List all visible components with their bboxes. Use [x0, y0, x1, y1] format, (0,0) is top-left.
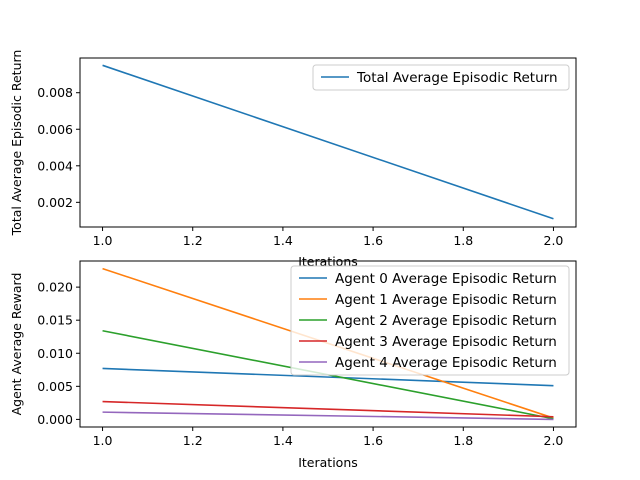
top-legend-label-0: Total Average Episodic Return — [356, 70, 558, 86]
bottom-legend-label-2: Agent 2 Average Episodic Return — [335, 313, 557, 329]
bottom-y-tick-label: 0.015 — [37, 313, 73, 328]
bottom-legend: Agent 0 Average Episodic Return Agent 1 A… — [290, 265, 570, 376]
top-x-tick-label: 1.8 — [453, 233, 473, 248]
bottom-legend-label-0: Agent 0 Average Episodic Return — [335, 271, 557, 287]
top-y-tick-label: 0.004 — [37, 158, 73, 173]
top-x-tick-label: 1.6 — [363, 233, 383, 248]
bottom-y-tick-label: 0.010 — [37, 346, 73, 361]
bottom-x-tick-label: 1.6 — [363, 433, 383, 448]
top-axes-frame — [79, 57, 577, 228]
top-y-tick-label: 0.008 — [37, 85, 73, 100]
bottom-series-line-0 — [102, 367, 554, 387]
bottom-legend-label-3: Agent 3 Average Episodic Return — [335, 334, 557, 350]
bottom-y-tick-label: 0.005 — [37, 379, 73, 394]
bottom-x-tick-label: 1.0 — [93, 433, 113, 448]
bottom-y-axis-label: Agent Average Reward — [9, 273, 24, 416]
bottom-legend-label-4: Agent 4 Average Episodic Return — [335, 355, 557, 371]
bottom-x-tick-label: 1.2 — [183, 433, 203, 448]
top-y-axis-label: Total Average Episodic Return — [9, 50, 24, 237]
top-x-tick-label: 1.2 — [183, 233, 203, 248]
bottom-x-tick-label: 1.4 — [273, 433, 293, 448]
bottom-x-tick-label: 1.8 — [453, 433, 473, 448]
top-legend-box — [312, 64, 570, 91]
bottom-legend-label-1: Agent 1 Average Episodic Return — [335, 292, 557, 308]
bottom-axes-frame — [79, 260, 577, 428]
top-series-line-0 — [102, 64, 554, 220]
bottom-y-axis: 0.000 0.005 0.010 0.015 0.020 — [37, 280, 80, 427]
bottom-x-axis: 1.0 1.2 1.4 1.6 1.8 2.0 — [93, 427, 564, 448]
bottom-series-line-3 — [102, 400, 554, 418]
top-chart: 1.0 1.2 1.4 1.6 1.8 2.0 0.0020.0040.0060.008 … — [9, 50, 577, 269]
bottom-x-axis-label: Iterations — [298, 455, 358, 470]
bottom-series-line-4 — [102, 411, 554, 421]
bottom-y-tick-label: 0.020 — [37, 280, 73, 295]
bottom-legend-box — [290, 265, 570, 376]
top-x-tick-label: 1.4 — [273, 233, 293, 248]
top-legend: Total Average Episodic Return — [312, 64, 570, 91]
bottom-y-tick-label: 0.000 — [37, 412, 73, 427]
top-y-tick-label: 0.006 — [37, 122, 73, 137]
top-y-tick-label: 0.002 — [37, 195, 73, 210]
top-x-tick-label: 2.0 — [544, 233, 564, 248]
top-x-tick-label: 1.0 — [93, 233, 113, 248]
bottom-x-tick-label: 2.0 — [544, 433, 564, 448]
top-plot-area — [102, 64, 554, 220]
top-x-axis: 1.0 1.2 1.4 1.6 1.8 2.0 — [93, 227, 564, 248]
bottom-chart: 1.0 1.2 1.4 1.6 1.8 2.0 0.0000.0050.0100.0150… — [9, 260, 577, 470]
top-y-axis: 0.002 0.004 0.006 0.008 — [37, 85, 80, 210]
